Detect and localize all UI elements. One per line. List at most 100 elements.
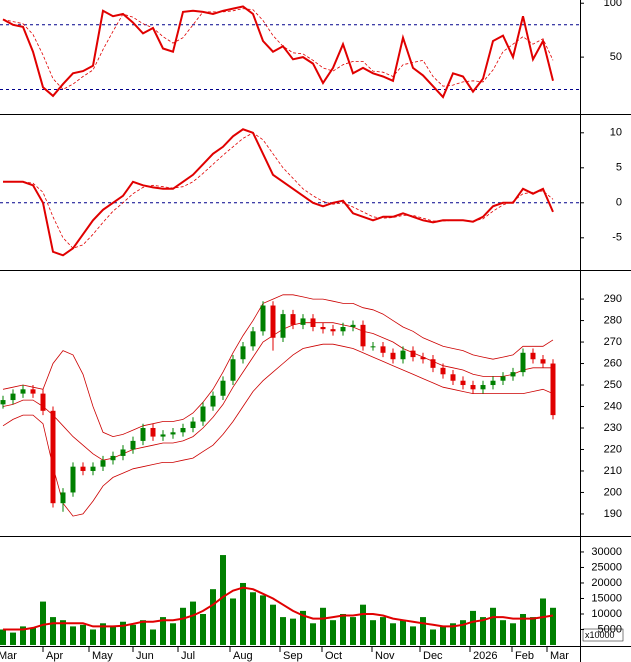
x-tick-label: Sep xyxy=(283,650,303,662)
volume-bar xyxy=(220,555,226,645)
candle-body xyxy=(220,380,226,396)
x-tick-label: Jun xyxy=(136,650,154,662)
volume-bar xyxy=(140,620,146,645)
x-tick-label: Feb xyxy=(515,650,534,662)
x-tick-label: Mar xyxy=(0,650,17,662)
y-tick-label: 270 xyxy=(604,336,622,348)
candle-body xyxy=(450,374,456,381)
volume-bar xyxy=(90,629,96,645)
candle-body xyxy=(150,427,156,437)
volume-bar xyxy=(150,629,156,645)
volume-bar xyxy=(300,610,306,645)
y-tick-label: 15000 xyxy=(591,592,622,604)
volume-bar xyxy=(400,620,406,645)
candle-body xyxy=(30,389,36,394)
x-tick-label: Jul xyxy=(181,650,195,662)
candle-body xyxy=(240,346,246,360)
candle-body xyxy=(20,389,26,394)
candle-body xyxy=(530,352,536,360)
candle-body xyxy=(250,331,256,347)
candle-body xyxy=(320,327,326,330)
candle-body xyxy=(380,346,386,353)
volume-bar xyxy=(410,626,416,645)
volume-bar xyxy=(540,598,546,645)
series-line xyxy=(2,322,553,461)
candle-body xyxy=(280,314,286,338)
candle-body xyxy=(360,324,366,347)
volume-bar xyxy=(240,582,246,645)
volume-bar xyxy=(290,618,296,645)
series-line xyxy=(2,343,554,517)
y-tick-label: 10 xyxy=(610,127,622,139)
y-tick-label: 260 xyxy=(604,357,622,369)
candle-body xyxy=(400,350,406,360)
candle-body xyxy=(390,352,396,360)
x-tick-label: Mar xyxy=(550,650,569,662)
volume-bar xyxy=(500,620,506,645)
series-line xyxy=(3,128,554,257)
volume-bar xyxy=(10,632,16,645)
volume-bar xyxy=(550,607,556,645)
x-tick-label: Apr xyxy=(46,650,63,662)
y-tick-label: 5 xyxy=(616,162,622,174)
volume-bar xyxy=(200,613,206,645)
y-tick-label: 290 xyxy=(604,293,622,305)
y-tick-label: 240 xyxy=(604,400,622,412)
y-tick-label: 190 xyxy=(604,508,622,520)
candle-body xyxy=(190,421,196,428)
unit-box xyxy=(582,628,624,642)
series-line xyxy=(2,8,554,90)
volume-bar xyxy=(520,613,526,645)
series-line xyxy=(3,586,554,631)
volume-bar xyxy=(320,607,326,645)
candle-body xyxy=(350,324,356,328)
candle-body xyxy=(290,314,296,325)
volume-bar xyxy=(190,601,196,645)
y-tick-label: 200 xyxy=(604,486,622,498)
candle-body xyxy=(60,492,66,504)
volume-bar xyxy=(130,624,136,645)
candle-body xyxy=(70,466,76,493)
candle-body xyxy=(160,434,166,437)
series-line xyxy=(2,5,554,99)
volume-bar xyxy=(340,613,346,645)
candle-body xyxy=(110,455,116,461)
volume-bar xyxy=(480,617,486,645)
volume-bar xyxy=(0,629,6,645)
unit-label: x10000 xyxy=(585,630,615,640)
y-tick-label: 250 xyxy=(604,379,622,391)
volume-bar xyxy=(330,620,336,645)
candle-body xyxy=(180,427,186,433)
candle-body xyxy=(120,449,126,456)
candle-body xyxy=(460,380,466,386)
series-line xyxy=(3,132,554,249)
candle-body xyxy=(420,357,426,360)
candle-body xyxy=(520,352,526,373)
candle-body xyxy=(230,359,236,381)
candle-body xyxy=(490,380,496,386)
volume-bar xyxy=(450,623,456,645)
volume-bar xyxy=(350,617,356,645)
y-tick-label: 20000 xyxy=(591,577,622,589)
candle-body xyxy=(440,367,446,375)
candle-body xyxy=(260,305,266,332)
candle-body xyxy=(50,410,56,504)
candle-body xyxy=(500,376,506,381)
y-tick-label: 230 xyxy=(604,422,622,434)
volume-bar xyxy=(70,626,76,645)
volume-bar xyxy=(260,595,266,645)
volume-bar xyxy=(20,626,26,645)
volume-bar xyxy=(490,607,496,645)
x-tick-label: May xyxy=(92,650,113,662)
volume-bar xyxy=(310,623,316,645)
y-tick-label: 100 xyxy=(604,0,622,9)
series-line xyxy=(2,294,554,438)
y-tick-label: 280 xyxy=(604,314,622,326)
y-tick-label: -5 xyxy=(612,232,622,244)
volume-bar xyxy=(430,629,436,645)
volume-bar xyxy=(530,617,536,645)
candle-body xyxy=(310,318,316,328)
y-tick-label: 30000 xyxy=(591,546,622,558)
candle-body xyxy=(550,363,556,416)
